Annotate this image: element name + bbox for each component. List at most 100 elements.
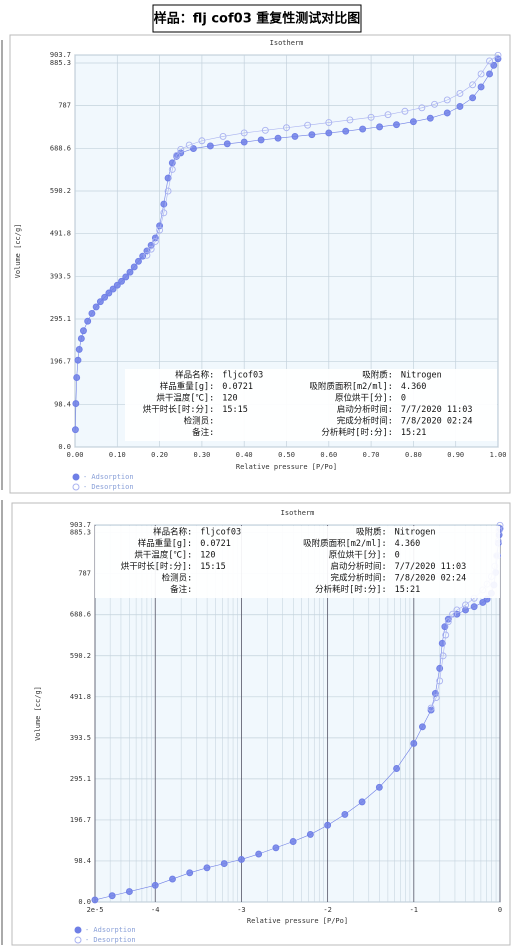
data-point	[449, 610, 457, 618]
data-point	[304, 121, 312, 129]
data-point	[469, 94, 477, 102]
legend-marker	[74, 926, 82, 934]
x-tick-label: -1	[410, 906, 418, 914]
data-point	[384, 111, 392, 119]
data-point	[453, 606, 461, 614]
data-point	[75, 345, 83, 353]
data-point	[198, 137, 206, 145]
info-value: 15:21	[401, 428, 427, 438]
title-box	[152, 4, 362, 33]
y-axis-label: Volume [cc/g]	[14, 224, 22, 279]
legend-label: - Adsorption	[83, 473, 134, 481]
y-tick-label: 787	[78, 570, 91, 578]
y-tick-label: 295.1	[50, 315, 71, 323]
info-value: 4.360	[401, 382, 427, 392]
info-value: 15:21	[395, 585, 421, 595]
data-point	[462, 606, 469, 614]
data-point	[160, 209, 168, 217]
x-axis-label: Relative pressure [P/Po]	[247, 917, 348, 925]
info-label: 启动分析时间:	[330, 561, 386, 572]
info-value: 120	[222, 394, 237, 404]
info-value: 7/8/2020 02:24	[395, 574, 467, 584]
info-label: 烘干时长[时:分]:	[143, 404, 214, 415]
data-point	[105, 289, 113, 297]
x-tick-label: -2	[323, 906, 331, 914]
data-point	[274, 134, 282, 142]
data-point	[151, 237, 159, 245]
y-tick-label: 688.6	[70, 611, 91, 619]
data-point	[324, 821, 332, 829]
info-label: 分析耗时[时:分]:	[321, 427, 392, 438]
data-point	[177, 145, 185, 153]
page-title: 样品：flj cof03 重复性测试对比图	[154, 11, 361, 27]
data-point	[470, 603, 478, 611]
y-tick-label: 491.8	[50, 230, 71, 238]
y-tick-label: 590.2	[50, 187, 71, 195]
info-label: 启动分析时间:	[337, 404, 393, 415]
data-point	[409, 118, 417, 126]
data-point	[494, 55, 502, 63]
data-point	[257, 136, 265, 144]
data-point	[164, 187, 172, 195]
data-point	[431, 100, 438, 108]
y-tick-label: 196.7	[70, 816, 91, 824]
data-point	[443, 109, 451, 117]
info-label: 完成分析时间:	[330, 573, 386, 584]
series-line	[75, 58, 499, 430]
info-value: 7/8/2020 02:24	[401, 417, 473, 427]
x-tick-label: 2e-5	[87, 906, 104, 914]
info-label: 吸附质面积[m2/ml]:	[303, 538, 386, 549]
y-tick-label: 295.1	[70, 775, 91, 783]
info-label: 检测员:	[162, 573, 193, 584]
info-label: 吸附质面积[m2/ml]:	[309, 381, 392, 392]
data-point	[109, 285, 117, 293]
info-value: 0.0721	[200, 539, 231, 549]
y-tick-label: 688.6	[50, 144, 71, 152]
data-point	[456, 103, 464, 110]
data-point	[462, 601, 469, 609]
legend-marker	[72, 473, 80, 481]
info-value: Nitrogen	[401, 371, 442, 381]
data-point	[441, 623, 449, 631]
data-point	[156, 226, 164, 234]
data-point	[436, 677, 444, 685]
info-value: 4.360	[395, 539, 421, 549]
x-tick-label: 0.80	[405, 451, 422, 459]
data-point	[168, 165, 176, 173]
data-point	[126, 268, 134, 276]
data-point	[169, 875, 176, 883]
data-point	[325, 129, 333, 137]
info-label: 烘干温度[℃]:	[156, 393, 214, 404]
data-point	[220, 860, 228, 868]
info-box	[95, 526, 500, 598]
data-point	[71, 426, 79, 434]
data-point	[486, 70, 493, 78]
x-tick-label: 0.90	[447, 451, 464, 459]
y-tick-label: 196.7	[50, 358, 71, 366]
x-tick-label: 0.00	[67, 451, 84, 459]
info-label: 备注:	[192, 427, 214, 438]
info-value: 0.0721	[222, 382, 253, 392]
data-point	[134, 257, 142, 265]
info-box	[125, 369, 497, 441]
data-point	[469, 81, 477, 89]
data-point	[283, 124, 290, 132]
data-point	[113, 281, 121, 289]
data-point	[261, 126, 269, 134]
data-point	[418, 723, 426, 731]
x-tick-label: -3	[237, 906, 245, 914]
data-point	[442, 631, 450, 639]
data-point	[418, 104, 426, 112]
data-point	[96, 298, 104, 306]
data-point	[401, 107, 409, 115]
x-tick-label: 0.70	[363, 451, 380, 459]
data-point	[130, 263, 138, 271]
info-value: fljcof03	[200, 528, 241, 538]
data-point	[91, 896, 99, 904]
info-value: 0	[401, 394, 406, 404]
y-tick-label: 903.7	[50, 51, 71, 59]
y-tick-label: 0.0	[78, 898, 91, 906]
data-point	[291, 132, 299, 140]
data-point	[375, 783, 383, 791]
info-label: 样品重量[g]:	[160, 381, 214, 392]
